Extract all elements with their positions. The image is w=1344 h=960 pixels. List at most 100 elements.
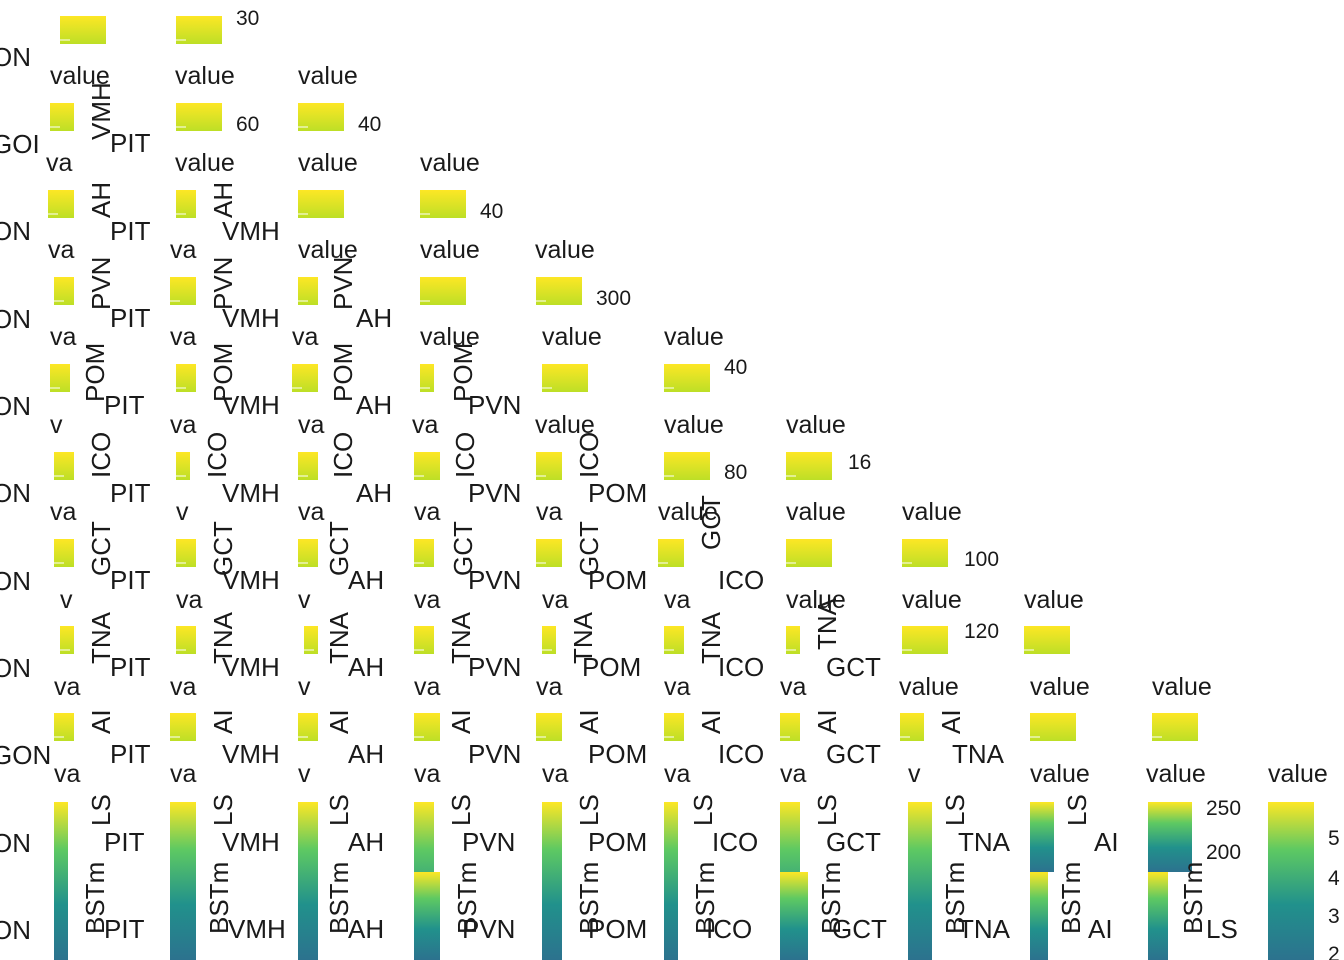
truncated-legend-title: va xyxy=(292,323,319,351)
truncated-legend-title: va xyxy=(664,760,691,788)
region-label-x: GCT xyxy=(832,914,887,944)
region-label-y: BSTm xyxy=(204,861,234,934)
row-label: ON xyxy=(0,566,31,596)
truncated-legend-title: v xyxy=(908,760,921,788)
region-label-y: BSTm xyxy=(452,861,482,934)
legend-title: value xyxy=(664,411,724,439)
region-label-y: TNA xyxy=(812,598,842,650)
legend-key-r7-c6 xyxy=(786,626,800,654)
region-label-x: AH xyxy=(356,390,393,420)
legend-key-r8-c5 xyxy=(664,713,684,741)
truncated-legend-title: va xyxy=(412,411,439,439)
legend-key-r3-c2 xyxy=(298,277,318,305)
colorbar-2 xyxy=(298,802,318,960)
region-label-y: AI xyxy=(324,709,354,734)
region-label-y: ICO xyxy=(450,431,480,478)
legend-title: value xyxy=(175,62,235,90)
colorbar-10 xyxy=(1268,802,1314,960)
legend-title: value xyxy=(420,236,480,264)
row-label: ON xyxy=(0,915,31,945)
region-label-x: PVN xyxy=(462,914,516,944)
legend-title: value xyxy=(1268,760,1328,788)
legend-key-r8-c1 xyxy=(170,713,196,741)
truncated-legend-title: va xyxy=(46,149,73,177)
region-label-x: GCT xyxy=(826,739,881,769)
row-label: GON xyxy=(0,740,52,770)
colorbar-7 xyxy=(908,802,932,960)
region-label-x: PIT xyxy=(110,303,151,333)
region-label-x: AH xyxy=(356,303,393,333)
region-label-x: ICO xyxy=(718,652,765,682)
legend-key-r7-c5 xyxy=(664,626,684,654)
region-label-y: TNA xyxy=(324,612,354,664)
region-label-x: TNA xyxy=(958,827,1010,857)
legend-key-r0-c1 xyxy=(176,16,222,44)
region-label-x: LS xyxy=(1206,914,1238,944)
legend-title: value xyxy=(786,586,846,614)
truncated-legend-title: va xyxy=(50,323,77,351)
colorbar-notch xyxy=(434,802,444,872)
legend-key-r4-c4 xyxy=(542,364,588,392)
region-label-y: TNA xyxy=(208,612,238,664)
legend-tick-label: 120 xyxy=(964,620,1000,643)
row-label: GOI xyxy=(0,129,40,159)
legend-title: value xyxy=(542,323,602,351)
legend-key-r3-c1 xyxy=(170,277,196,305)
legend-tick-label: 60 xyxy=(236,113,260,136)
region-label-y: ICO xyxy=(574,431,604,478)
region-label-y: LS xyxy=(324,794,354,826)
legend-title: value xyxy=(899,673,959,701)
row-label: ON xyxy=(0,478,31,508)
truncated-legend-title: va xyxy=(536,673,563,701)
truncated-legend-title: v xyxy=(298,586,311,614)
legend-tick-label: 40 xyxy=(480,200,504,223)
legend-key-r4-c0 xyxy=(50,364,70,392)
legend-tick-label: 100 xyxy=(964,548,1000,571)
legend-key-r2-c1 xyxy=(176,190,196,218)
region-label-x: PIT xyxy=(110,652,151,682)
region-label-y: POM xyxy=(328,342,358,402)
legend-key-r5-c2 xyxy=(298,452,318,480)
region-label-y: LS xyxy=(812,794,842,826)
colorbar-lower-2 xyxy=(1030,872,1048,960)
truncated-legend-title: va xyxy=(298,498,325,526)
legend-tick-label: 16 xyxy=(848,451,872,474)
region-label-x: TNA xyxy=(952,739,1004,769)
row-label: ON xyxy=(0,828,31,858)
colorbar-notch xyxy=(1168,872,1194,960)
legend-key-r5-c3 xyxy=(414,452,440,480)
legend-tick-label: 250 xyxy=(1206,797,1242,820)
region-label-y: BSTm xyxy=(1178,861,1208,934)
region-label-x: POM xyxy=(588,739,648,769)
legend-key-r7-c1 xyxy=(176,626,196,654)
region-label-x: ICO xyxy=(718,565,765,595)
region-label-x: AH xyxy=(348,914,385,944)
legend-key-r2-c3 xyxy=(420,190,466,218)
legend-title: value xyxy=(902,498,962,526)
truncated-legend-title: va xyxy=(536,498,563,526)
truncated-legend-title: va xyxy=(542,586,569,614)
region-label-x: GCT xyxy=(826,652,881,682)
legend-key-r5-c6 xyxy=(786,452,832,480)
region-label-x: VMH xyxy=(222,390,280,420)
region-label-y: GCT xyxy=(574,521,604,576)
legend-key-r7-c4 xyxy=(542,626,556,654)
region-label-y: BSTm xyxy=(816,861,846,934)
colorbar-notch xyxy=(800,802,810,872)
region-label-x: PIT xyxy=(104,390,145,420)
legend-key-r7-c2 xyxy=(304,626,318,654)
region-label-x: POM xyxy=(588,914,648,944)
legend-key-r5-c0 xyxy=(54,452,74,480)
legend-title: value xyxy=(1152,673,1212,701)
region-label-x: VMH xyxy=(222,478,280,508)
truncated-legend-title: va xyxy=(414,586,441,614)
truncated-legend-title: v xyxy=(298,673,311,701)
truncated-legend-title: va xyxy=(170,760,197,788)
legend-title: value xyxy=(535,236,595,264)
legend-title: value xyxy=(420,323,480,351)
region-label-y: LS xyxy=(574,794,604,826)
region-label-x: POM xyxy=(588,827,648,857)
legend-key-r7-c7 xyxy=(902,626,948,654)
legend-key-r3-c3 xyxy=(420,277,466,305)
legend-key-r6-c3 xyxy=(414,539,434,567)
